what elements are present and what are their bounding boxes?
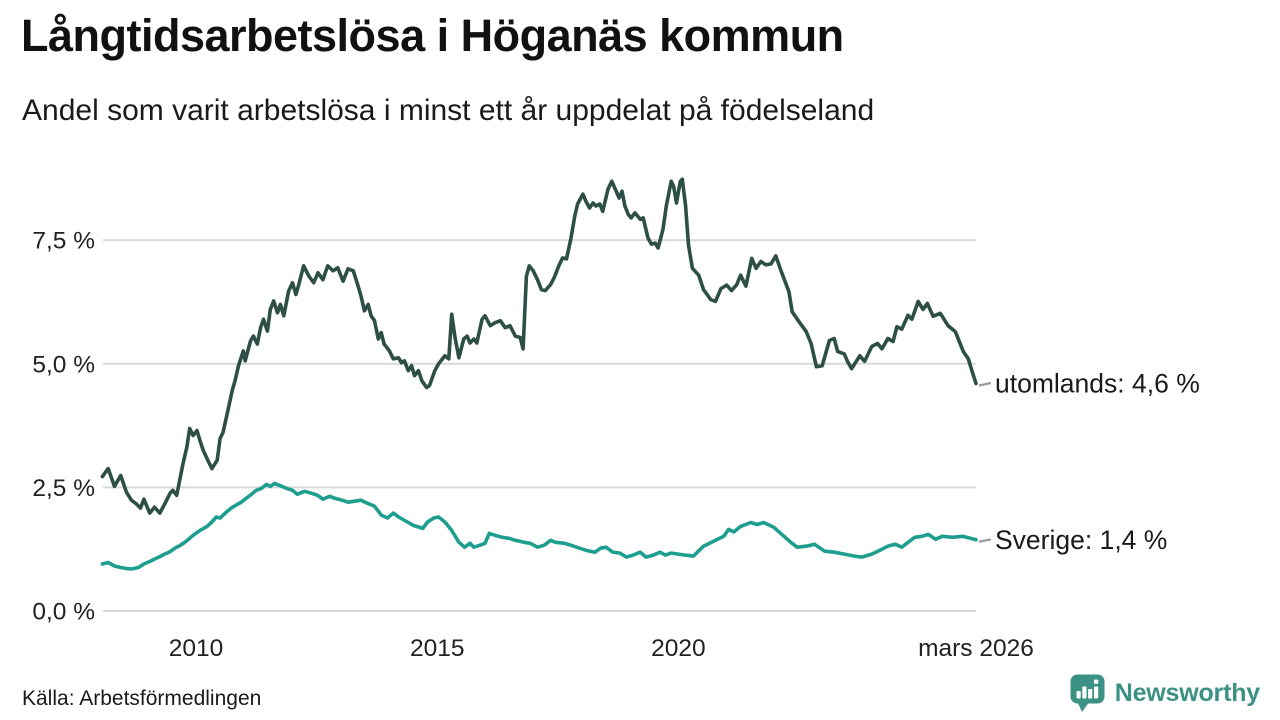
- newsworthy-logo: Newsworthy: [1069, 673, 1260, 713]
- x-tick-label: 2010: [169, 635, 224, 662]
- page-title: Långtidsarbetslösa i Höganäs kommun: [21, 10, 844, 61]
- page-subtitle: Andel som varit arbetslösa i minst ett å…: [22, 94, 875, 127]
- x-tick-label: mars 2026: [918, 635, 1034, 662]
- series-line-utomlands: [100, 177, 978, 515]
- x-tick-label: 2015: [410, 635, 465, 662]
- x-tick-label: 2020: [651, 635, 706, 662]
- newsworthy-wordmark: Newsworthy: [1114, 678, 1260, 707]
- y-tick-label: 7,5 %: [32, 228, 95, 255]
- series-line-Sverige: [100, 481, 978, 571]
- series-end-label-Sverige: Sverige: 1,4 %: [995, 525, 1167, 555]
- label-connector: [978, 538, 992, 543]
- series-end-label-utomlands: utomlands: 4,6 %: [995, 369, 1200, 399]
- y-tick-label: 5,0 %: [32, 351, 95, 378]
- label-connector: [978, 381, 992, 387]
- y-tick-label: 2,5 %: [32, 475, 95, 502]
- source-note: Källa: Arbetsförmedlingen: [22, 687, 262, 710]
- y-tick-label: 0,0 %: [32, 599, 95, 626]
- newsworthy-icon: [1070, 674, 1105, 712]
